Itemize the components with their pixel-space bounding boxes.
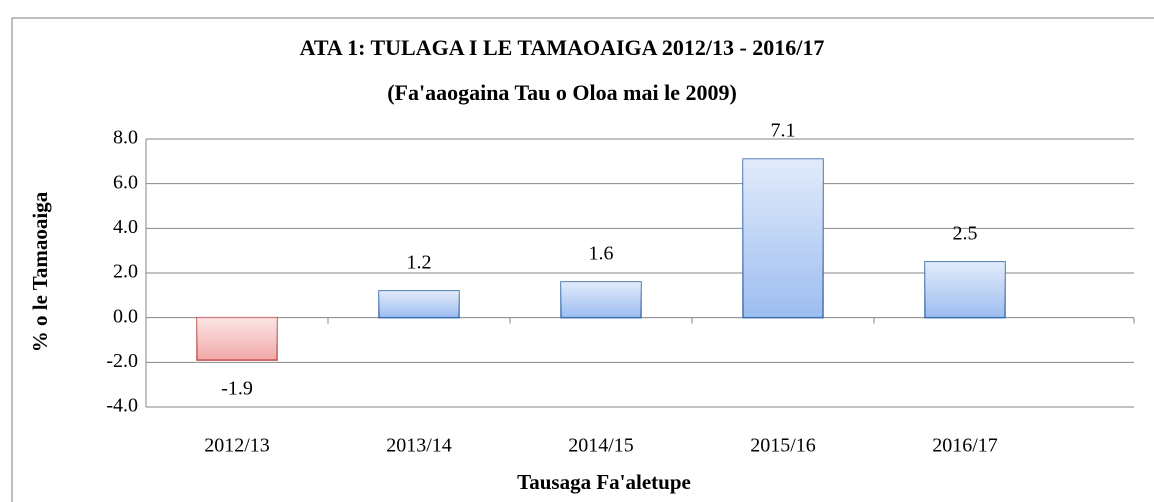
bar-shine — [925, 261, 1005, 318]
chart-title: ATA 1: TULAGA I LE TAMAOAIGA 2012/13 - 2… — [300, 35, 825, 60]
value-label: 1.2 — [407, 251, 432, 273]
y-tick-label: 2.0 — [113, 261, 138, 283]
chart-frame — [11, 17, 1154, 502]
x-tick-label: 2012/13 — [204, 435, 270, 457]
x-axis-label: Tausaga Fa'aletupe — [517, 470, 691, 494]
bar-shine — [561, 281, 641, 318]
y-tick-label: 8.0 — [113, 127, 138, 149]
chart-subtitle: (Fa'aaogaina Tau o Oloa mai le 2009) — [387, 80, 737, 105]
bar-shine — [743, 159, 823, 318]
y-axis-label: % o le Tamaoaiga — [28, 191, 52, 352]
bar-shine — [197, 317, 277, 361]
y-tick-label: -4.0 — [106, 395, 138, 417]
x-tick-label: 2014/15 — [568, 435, 634, 457]
value-label: 2.5 — [953, 222, 978, 244]
value-label: 1.6 — [589, 243, 614, 265]
value-label: -1.9 — [221, 378, 253, 400]
y-tick-label: -2.0 — [106, 350, 138, 372]
x-tick-label: 2013/14 — [386, 435, 452, 457]
y-tick-label: 6.0 — [113, 171, 138, 193]
y-tick-label: 0.0 — [113, 305, 138, 327]
x-tick-label: 2016/17 — [932, 435, 998, 457]
bar-shine — [379, 290, 459, 318]
y-tick-label: 4.0 — [113, 216, 138, 238]
value-label: 7.1 — [771, 120, 796, 142]
x-tick-label: 2015/16 — [750, 435, 816, 457]
